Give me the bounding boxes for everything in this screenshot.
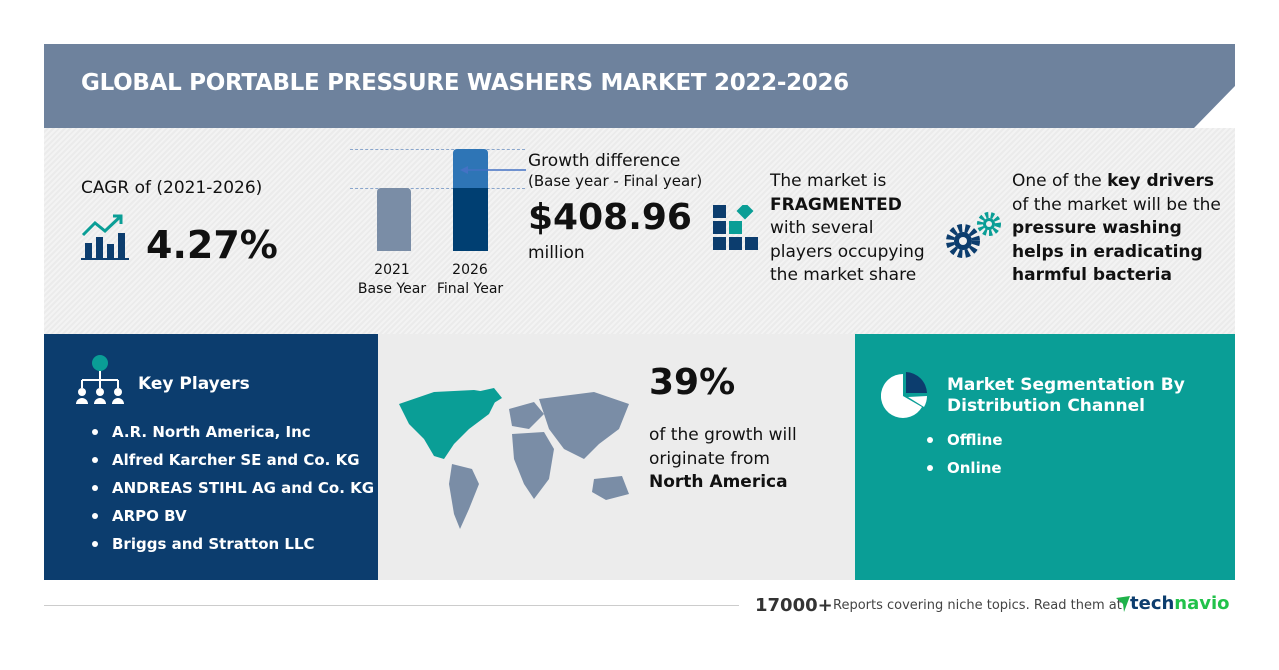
fragmented-blocks-icon: [713, 205, 758, 250]
segmentation-title: Distribution Channel: [947, 396, 1145, 416]
page-title: GLOBAL PORTABLE PRESSURE WASHERS MARKET …: [81, 70, 849, 96]
player-item: Alfred Karcher SE and Co. KG: [92, 446, 374, 474]
arrow-left-icon: [460, 166, 526, 174]
guide-line: [350, 188, 525, 189]
fragmented-highlight: FRAGMENTED: [770, 194, 902, 215]
final-year: 2026: [452, 262, 488, 278]
guide-line: [350, 149, 525, 150]
bar-2021: [377, 188, 411, 251]
pie-chart-icon: [881, 372, 927, 418]
base-year-label: Base Year: [357, 281, 427, 297]
drivers-highlight: helps in eradicating: [1012, 241, 1203, 262]
segmentation-title: Market Segmentation By: [947, 375, 1185, 395]
player-item: ANDREAS STIHL AG and Co. KG: [92, 474, 374, 502]
final-year-label: Final Year: [436, 281, 504, 297]
segment-item: Offline: [927, 426, 1003, 454]
cagr-value: 4.27%: [146, 223, 278, 267]
player-item: A.R. North America, Inc: [92, 418, 374, 446]
fragmented-text: with several: [770, 218, 874, 238]
fragmented-text: players occupying: [770, 241, 925, 262]
growth-value: $408.96: [528, 197, 692, 238]
footer-text: Reports covering niche topics. Read them…: [833, 598, 1122, 613]
drivers-highlight: harmful bacteria: [1012, 265, 1172, 285]
region-name: North America: [649, 472, 788, 492]
technavio-logo[interactable]: tech navio: [1116, 593, 1230, 614]
header-band: [44, 44, 1235, 128]
key-players-title: Key Players: [138, 374, 250, 394]
report-count: 17000+: [755, 595, 833, 616]
world-map-icon: [399, 388, 629, 529]
player-item: Briggs and Stratton LLC: [92, 530, 374, 558]
bar-2026: [453, 149, 488, 251]
region-panel: 39% of the growth will originate from No…: [378, 334, 855, 580]
drivers-text: One of the: [1012, 171, 1108, 191]
drivers-text: of the market will be the: [1012, 194, 1221, 215]
logo-text: tech: [1130, 593, 1175, 614]
segment-item: Online: [927, 454, 1003, 482]
logo-text: navio: [1174, 593, 1230, 614]
region-text: of the growth will: [649, 425, 797, 445]
gears-icon: [946, 212, 1001, 258]
base-year: 2021: [374, 262, 410, 278]
growth-label: Growth difference: [528, 151, 681, 171]
fragmented-text: the market share: [770, 265, 917, 285]
player-item: ARPO BV: [92, 502, 374, 530]
technavio-logo-icon: [1116, 595, 1130, 612]
network-people-icon: [76, 355, 124, 404]
growth-sublabel: (Base year - Final year): [528, 172, 703, 190]
growth-chart-icon: [81, 214, 129, 260]
fragmented-text: The market is: [770, 171, 887, 191]
drivers-highlight: pressure washing: [1012, 218, 1182, 238]
key-players-panel: Key Players A.R. North America, Inc Alfr…: [44, 334, 378, 580]
region-text: originate from: [649, 448, 770, 469]
region-share: 39%: [649, 362, 736, 403]
footer-divider: [44, 605, 739, 606]
summary-panel: [44, 128, 1235, 334]
segmentation-panel: Market Segmentation By Distribution Chan…: [855, 334, 1235, 580]
cagr-label: CAGR of (2021-2026): [81, 178, 263, 198]
growth-unit: million: [528, 243, 585, 263]
drivers-highlight: key drivers: [1107, 171, 1214, 191]
